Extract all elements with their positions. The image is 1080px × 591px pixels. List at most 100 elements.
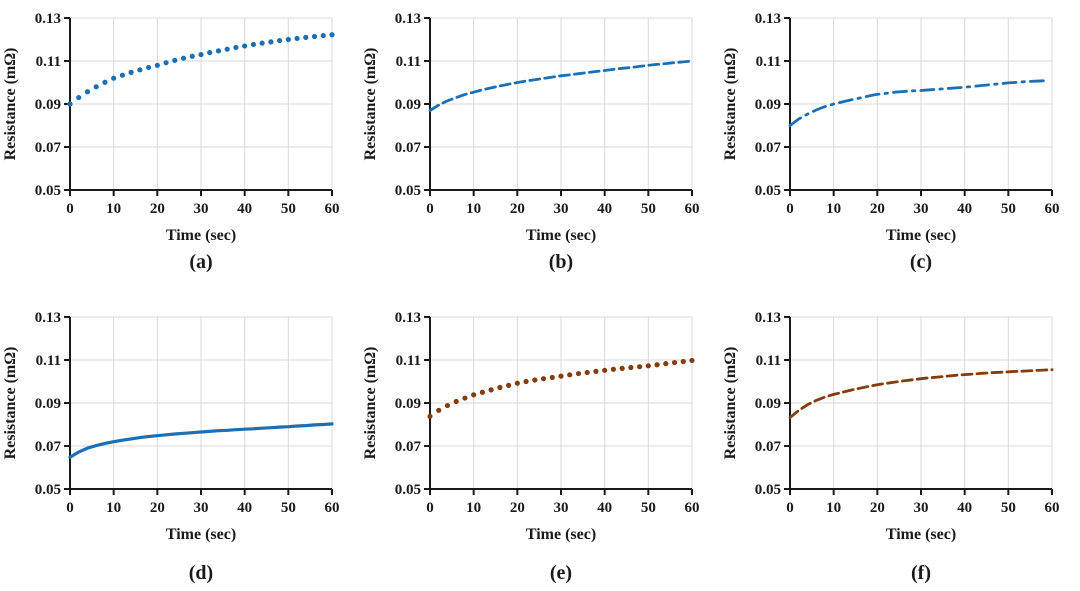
x-tick-label: 0: [426, 201, 434, 217]
series-point: [663, 361, 669, 367]
y-tick-label: 0.11: [396, 353, 421, 369]
series-point: [163, 60, 169, 66]
series-point: [444, 402, 451, 409]
series-line: [428, 59, 694, 112]
x-tick-label: 40: [957, 500, 972, 516]
series-point: [619, 365, 625, 371]
y-tick-label: 0.07: [35, 439, 62, 455]
x-tick-label: 40: [957, 201, 972, 217]
series-point: [427, 413, 433, 419]
y-tick-label: 0.11: [36, 353, 61, 369]
x-tick-label: 50: [641, 500, 656, 516]
x-tick-label: 30: [914, 500, 929, 516]
y-tick-label: 0.09: [35, 97, 61, 113]
chart-plot-a: 0.05 0.07 0.09 0.11 0.13 0 10 20 30 40 50 60 Time (s…: [2, 11, 340, 244]
series-line: [788, 368, 1054, 419]
chart-panel-e: 0.05 0.07 0.09 0.11 0.13 0 10 20 30 40 50 60 Time (s…: [360, 275, 720, 586]
series-point: [146, 64, 152, 71]
chart-panel-d: 0.05 0.07 0.09 0.11 0.13 0 10 20 30 40 50 60 Time (s…: [0, 275, 360, 586]
series-point: [549, 374, 555, 381]
series-point: [119, 72, 125, 78]
series-point: [497, 384, 503, 391]
y-axis-title: Resistance (mΩ): [722, 48, 739, 161]
x-tick-label: 20: [150, 201, 165, 217]
y-tick-label: 0.07: [755, 140, 782, 156]
x-tick-label: 50: [281, 201, 296, 217]
x-axis-title: Time (sec): [166, 526, 236, 543]
series-point: [628, 364, 634, 371]
x-tick-label: 10: [826, 201, 841, 217]
series-point: [575, 370, 582, 377]
series-point: [172, 57, 178, 63]
x-tick-label: 60: [685, 201, 700, 217]
x-tick-label: 40: [237, 500, 252, 516]
series-point: [154, 62, 160, 68]
series-point: [488, 387, 494, 393]
y-tick-label: 0.07: [755, 439, 782, 455]
x-tick-label: 40: [237, 201, 252, 217]
y-axis-title: Resistance (mΩ): [722, 347, 739, 460]
series-point: [76, 94, 82, 101]
series-point: [180, 55, 187, 61]
chart-panel-f: 0.05 0.07 0.09 0.11 0.13 0 10 20 30 40 50 60 Time (s…: [720, 275, 1080, 586]
y-axis-title: Resistance (mΩ): [2, 48, 19, 161]
series-point: [111, 75, 117, 81]
x-tick-label: 10: [106, 201, 121, 217]
x-tick-label: 30: [554, 500, 569, 516]
x-tick-label: 60: [325, 201, 340, 217]
x-tick-label: 60: [325, 500, 340, 516]
y-axis-title: Resistance (mΩ): [362, 347, 379, 460]
y-tick-label: 0.11: [756, 353, 781, 369]
x-tick-label: 20: [870, 500, 885, 516]
chart-caption-b: (b): [548, 251, 574, 273]
series-point: [462, 395, 468, 401]
series-point: [303, 34, 309, 40]
x-tick-label: 10: [466, 500, 481, 516]
x-tick-label: 10: [826, 500, 841, 516]
y-tick-label: 0.11: [756, 54, 781, 70]
y-tick-label: 0.05: [755, 183, 781, 199]
series-point: [506, 382, 512, 388]
chart-caption-c: (c): [909, 251, 933, 273]
y-tick-label: 0.11: [396, 54, 421, 70]
series-point: [329, 32, 335, 38]
x-tick-label: 50: [281, 500, 296, 516]
x-tick-label: 50: [641, 201, 656, 217]
x-tick-label: 0: [66, 500, 74, 516]
y-tick-label: 0.05: [755, 482, 781, 498]
y-tick-label: 0.05: [35, 183, 61, 199]
series-point: [532, 377, 538, 383]
series-point: [207, 50, 213, 56]
x-tick-label: 0: [786, 500, 794, 516]
y-tick-label: 0.09: [755, 97, 781, 113]
x-axis-title: Time (sec): [886, 526, 956, 543]
x-tick-label: 30: [554, 201, 569, 217]
series-point: [610, 366, 616, 372]
x-tick-label: 60: [1045, 500, 1060, 516]
y-axis-title: Resistance (mΩ): [2, 347, 19, 460]
x-tick-label: 20: [510, 500, 525, 516]
series-point: [567, 372, 573, 378]
x-tick-label: 30: [194, 201, 209, 217]
series-point: [250, 41, 256, 48]
x-tick-label: 10: [106, 500, 121, 516]
y-tick-label: 0.13: [755, 310, 781, 326]
series-line: [68, 422, 334, 459]
x-axis-title: Time (sec): [526, 227, 596, 244]
series-point: [654, 362, 660, 368]
series-point: [128, 69, 134, 75]
series-point: [259, 40, 265, 46]
x-tick-label: 0: [66, 201, 74, 217]
series-point: [479, 389, 485, 395]
series-point: [67, 101, 73, 107]
y-tick-label: 0.05: [395, 482, 421, 498]
series-point: [311, 33, 318, 40]
series-point: [189, 53, 195, 59]
x-tick-label: 40: [597, 201, 612, 217]
series-point: [215, 48, 222, 54]
y-tick-label: 0.07: [35, 140, 62, 156]
series-point: [277, 37, 283, 44]
y-tick-label: 0.11: [36, 54, 61, 70]
series-point: [84, 89, 91, 95]
